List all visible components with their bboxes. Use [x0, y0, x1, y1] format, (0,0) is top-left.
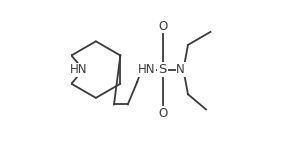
Text: O: O: [158, 107, 167, 120]
Text: HN: HN: [70, 63, 87, 76]
Text: S: S: [158, 63, 167, 76]
Text: N: N: [176, 63, 185, 76]
Text: O: O: [158, 20, 167, 33]
Text: HN: HN: [138, 63, 155, 76]
